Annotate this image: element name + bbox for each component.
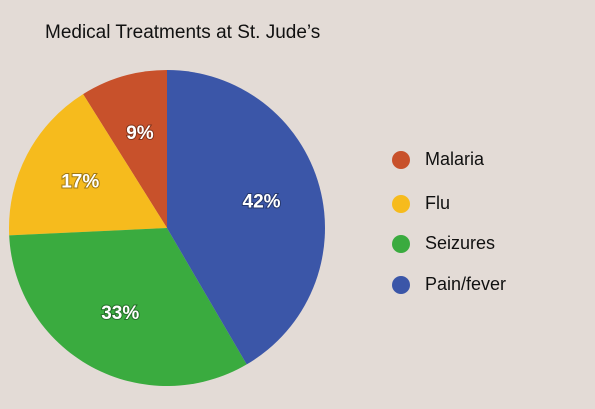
pie-slice xyxy=(167,70,326,365)
legend-label: Seizures xyxy=(425,233,495,253)
pie-slice xyxy=(83,70,167,228)
data-label: 33% xyxy=(101,303,139,324)
data-label: 42% xyxy=(243,191,281,212)
pie-slice xyxy=(9,228,247,386)
data-label: 9% xyxy=(126,123,154,144)
legend-swatch xyxy=(392,235,410,253)
legend-swatch xyxy=(392,276,410,294)
pie-slice xyxy=(9,94,167,236)
chart-title: Medical Treatments at St. Jude’s xyxy=(45,22,320,43)
legend-label: Malaria xyxy=(425,149,485,169)
legend-label: Pain/fever xyxy=(425,274,506,294)
legend-label: Flu xyxy=(425,193,450,213)
legend-swatch xyxy=(392,195,410,213)
data-label: 17% xyxy=(61,172,99,193)
legend-swatch xyxy=(392,151,410,169)
